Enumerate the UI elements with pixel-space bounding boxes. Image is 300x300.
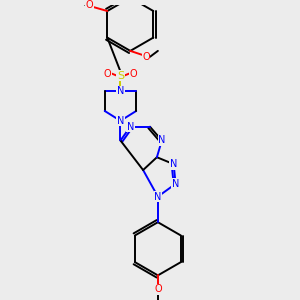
Text: O: O	[86, 0, 93, 10]
Text: N: N	[154, 192, 162, 202]
Text: N: N	[170, 159, 177, 169]
Text: O: O	[154, 284, 162, 294]
Text: O: O	[142, 52, 150, 62]
Text: O: O	[104, 68, 112, 79]
Text: N: N	[127, 122, 134, 132]
Text: N: N	[117, 116, 124, 126]
Text: S: S	[117, 70, 124, 80]
Text: O: O	[129, 68, 137, 79]
Text: N: N	[117, 86, 124, 96]
Text: N: N	[172, 179, 179, 189]
Text: N: N	[158, 136, 166, 146]
